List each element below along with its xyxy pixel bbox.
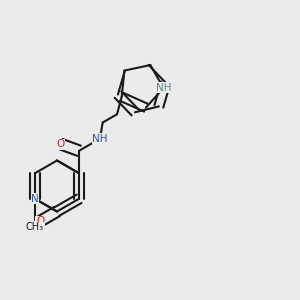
Text: NH: NH (156, 83, 171, 93)
Text: O: O (36, 216, 44, 226)
Text: N: N (31, 194, 39, 204)
Text: CH₃: CH₃ (26, 222, 44, 232)
Text: O: O (57, 139, 65, 149)
Text: NH: NH (92, 134, 108, 144)
